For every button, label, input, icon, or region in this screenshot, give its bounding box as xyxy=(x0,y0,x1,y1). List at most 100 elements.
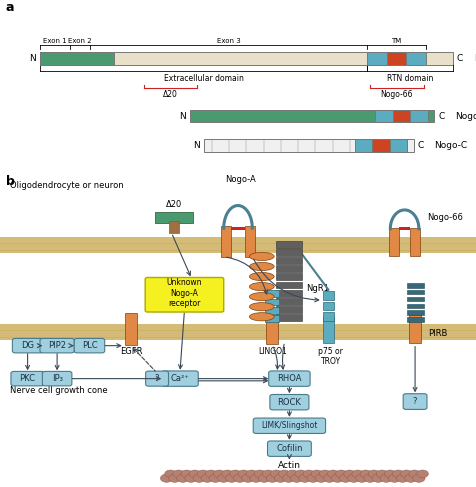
Circle shape xyxy=(295,470,307,478)
Bar xyxy=(265,315,279,322)
Circle shape xyxy=(226,474,238,482)
FancyBboxPatch shape xyxy=(42,372,72,386)
Ellipse shape xyxy=(249,252,274,261)
Text: Extracellular domain: Extracellular domain xyxy=(164,74,244,83)
Text: b: b xyxy=(6,175,15,188)
Text: N: N xyxy=(179,112,186,121)
Text: ?: ? xyxy=(155,374,159,383)
Bar xyxy=(276,314,303,321)
Bar xyxy=(245,226,255,257)
Bar xyxy=(155,212,193,223)
Circle shape xyxy=(331,474,344,482)
Circle shape xyxy=(222,470,233,478)
Bar xyxy=(0,237,476,253)
Bar xyxy=(410,228,420,256)
Bar xyxy=(376,110,393,122)
Ellipse shape xyxy=(249,282,274,291)
Circle shape xyxy=(189,470,200,478)
Bar xyxy=(399,227,410,230)
Text: PIRB: PIRB xyxy=(428,329,448,338)
Circle shape xyxy=(262,470,274,478)
Circle shape xyxy=(230,470,241,478)
Circle shape xyxy=(209,474,222,482)
Circle shape xyxy=(218,474,230,482)
FancyBboxPatch shape xyxy=(161,371,198,386)
Circle shape xyxy=(254,470,266,478)
Bar xyxy=(323,312,334,321)
Text: Nogo-66: Nogo-66 xyxy=(381,91,413,99)
Circle shape xyxy=(323,474,336,482)
Ellipse shape xyxy=(249,262,274,271)
Bar xyxy=(266,315,278,344)
Bar xyxy=(276,265,303,272)
Bar xyxy=(231,226,245,230)
Text: EGFR: EGFR xyxy=(119,347,142,356)
Text: LIMK/Slingshot: LIMK/Slingshot xyxy=(261,421,317,430)
Circle shape xyxy=(344,470,355,478)
Circle shape xyxy=(287,470,298,478)
Text: PIP2: PIP2 xyxy=(48,341,66,350)
Text: Unknown
Nogo-A
receptor: Unknown Nogo-A receptor xyxy=(167,278,202,308)
Circle shape xyxy=(282,474,295,482)
Bar xyxy=(409,315,421,343)
Bar xyxy=(276,281,303,288)
Circle shape xyxy=(201,474,213,482)
Circle shape xyxy=(274,474,287,482)
Bar xyxy=(276,249,303,256)
Bar xyxy=(221,226,231,257)
Circle shape xyxy=(242,474,254,482)
Circle shape xyxy=(356,474,368,482)
Bar xyxy=(355,139,372,152)
Bar xyxy=(387,52,407,65)
Circle shape xyxy=(393,470,404,478)
Text: N: N xyxy=(193,141,200,150)
Ellipse shape xyxy=(249,272,274,281)
Bar xyxy=(407,283,424,287)
Bar xyxy=(276,306,303,313)
Text: Nogo-A: Nogo-A xyxy=(474,54,476,63)
Circle shape xyxy=(234,474,246,482)
Bar xyxy=(265,290,279,297)
FancyBboxPatch shape xyxy=(74,338,105,353)
Circle shape xyxy=(165,470,176,478)
Circle shape xyxy=(197,470,208,478)
Text: Oligodendrocyte or neuron: Oligodendrocyte or neuron xyxy=(10,181,123,190)
Circle shape xyxy=(409,470,420,478)
Circle shape xyxy=(327,470,339,478)
Text: ROCK: ROCK xyxy=(278,398,301,407)
Bar xyxy=(407,297,424,301)
Bar xyxy=(40,52,114,65)
Text: PKC: PKC xyxy=(20,374,36,383)
Circle shape xyxy=(173,470,184,478)
Text: C: C xyxy=(438,112,445,121)
Circle shape xyxy=(315,474,327,482)
Bar xyxy=(372,139,390,152)
Text: Exon 1: Exon 1 xyxy=(43,38,67,44)
Circle shape xyxy=(246,470,258,478)
Ellipse shape xyxy=(249,293,274,301)
Circle shape xyxy=(160,474,173,482)
Circle shape xyxy=(380,474,393,482)
Bar xyxy=(276,290,303,297)
Bar xyxy=(125,313,137,345)
FancyBboxPatch shape xyxy=(403,393,427,410)
Circle shape xyxy=(185,474,197,482)
Circle shape xyxy=(266,474,278,482)
Ellipse shape xyxy=(249,302,274,311)
Bar xyxy=(276,273,303,281)
Bar xyxy=(323,291,334,300)
Text: NgR1: NgR1 xyxy=(307,284,329,293)
Text: LINGO1: LINGO1 xyxy=(258,347,287,356)
Bar xyxy=(276,241,303,248)
FancyBboxPatch shape xyxy=(146,371,169,386)
Text: Nerve cell growth cone: Nerve cell growth cone xyxy=(10,387,107,395)
Circle shape xyxy=(270,470,282,478)
Bar xyxy=(367,52,387,65)
Bar xyxy=(407,290,424,295)
Text: Cofilin: Cofilin xyxy=(276,444,303,453)
Text: Nogo-B: Nogo-B xyxy=(455,112,476,121)
Bar xyxy=(0,324,476,340)
Bar xyxy=(265,299,279,305)
FancyBboxPatch shape xyxy=(253,418,326,433)
Circle shape xyxy=(336,470,347,478)
